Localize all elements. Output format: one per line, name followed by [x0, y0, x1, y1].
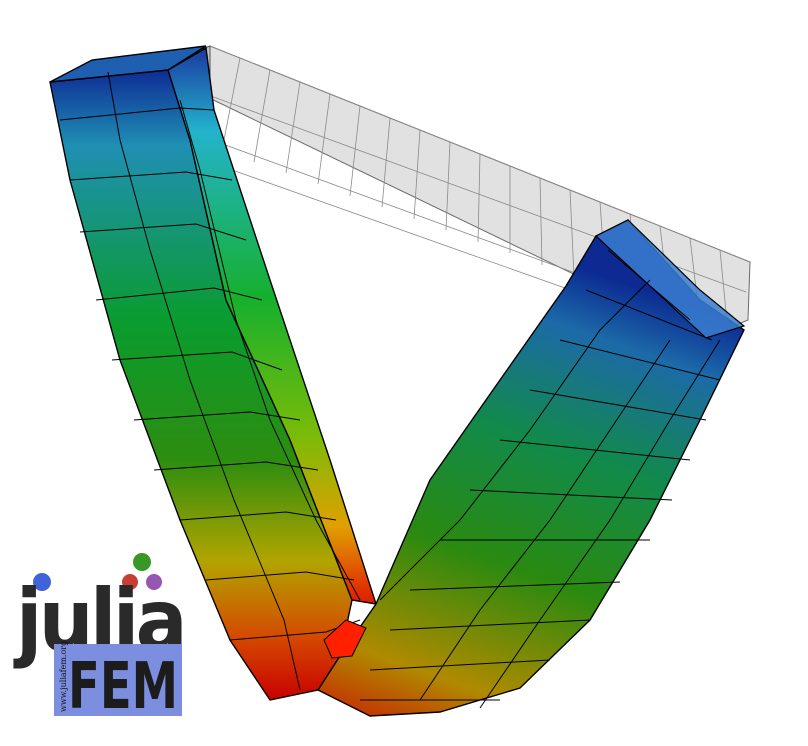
logo-dot-green [133, 553, 151, 571]
logo-fem-text: FEM [68, 650, 178, 724]
stress-hotspot [323, 619, 367, 659]
logo-url: www.juliafem.org [59, 641, 68, 712]
logo-dot-red [122, 574, 138, 590]
logo-dot-blue [33, 573, 51, 591]
deformed-beam [49, 45, 746, 717]
juliafem-logo: julia FEM www.juliafem.org [13, 553, 188, 724]
logo-dot-purple [146, 574, 162, 590]
beam-right-top-face [594, 219, 746, 339]
logo-fem-box [54, 644, 182, 716]
beam-left-top-face [49, 45, 207, 83]
beam-right-face [316, 219, 745, 717]
